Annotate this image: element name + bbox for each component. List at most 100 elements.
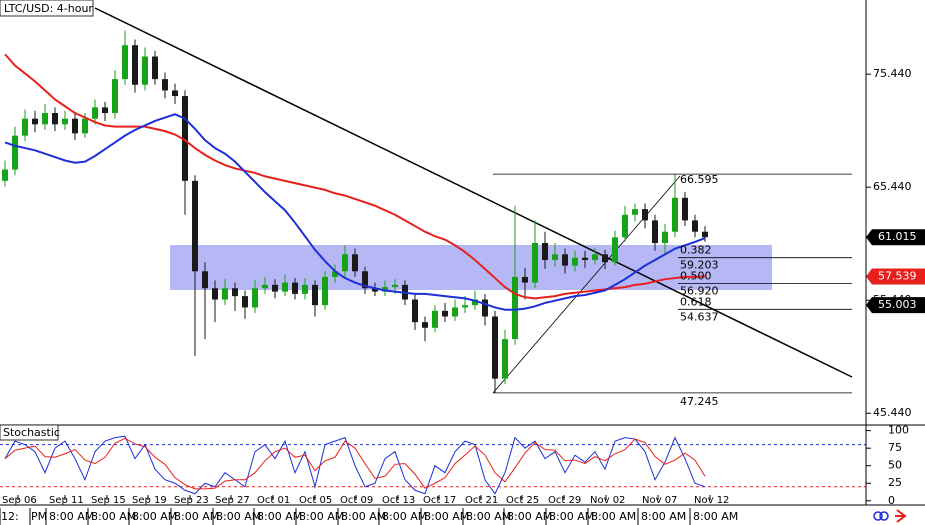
stoch-tick-label: 25 (888, 476, 902, 489)
candle-body (432, 310, 438, 328)
candle-body (112, 79, 118, 114)
date-label: Oct 17 (423, 495, 456, 506)
fib-price-label: 59.203 (680, 259, 719, 272)
date-label: Oct 29 (548, 495, 581, 506)
y-tick-label: 75.440 (873, 67, 912, 80)
candle-body (142, 56, 148, 85)
time-label: 8:00 AM (466, 510, 511, 523)
time-label: 8:00 AM (507, 510, 552, 523)
date-label: Nov 12 (694, 495, 729, 506)
fib-diagonal (492, 175, 681, 394)
candle-body (72, 118, 78, 134)
time-label: 8:00 AM (641, 510, 686, 523)
support-zone (170, 245, 772, 290)
candle-body (122, 45, 128, 80)
date-label: Oct 21 (465, 495, 498, 506)
price-tag (866, 229, 925, 246)
candle-body (672, 197, 678, 232)
price-tag-label: 61.015 (878, 230, 917, 243)
candle-body (472, 299, 478, 306)
candle-body (222, 288, 228, 300)
date-label: Oct 25 (506, 495, 539, 506)
candle-body (42, 113, 48, 125)
link-icon[interactable] (873, 511, 883, 521)
y-tick-label: 45.440 (873, 406, 912, 419)
candle-body (322, 276, 328, 306)
candle-body (442, 310, 448, 317)
date-label: Sep 11 (49, 495, 84, 506)
trendline (94, 7, 853, 378)
candle-body (702, 231, 708, 238)
date-label: Nov 07 (642, 495, 677, 506)
time-label: 8:00 AM (174, 510, 219, 523)
candle-body (662, 231, 668, 244)
candle-body (652, 220, 658, 244)
time-label: 8:00 AM (257, 510, 302, 523)
candle-body (272, 284, 278, 292)
candle-body (422, 322, 428, 328)
candle-body (312, 284, 318, 306)
candle-body (52, 113, 58, 125)
candle-body (692, 220, 698, 232)
candle-body (502, 339, 508, 379)
candle-body (232, 288, 238, 297)
arrow-icon[interactable] (895, 509, 907, 523)
candle-body (62, 118, 68, 125)
candle-body (172, 90, 178, 97)
title-box (0, 0, 94, 17)
candle-body (332, 271, 338, 277)
candle-body (532, 243, 538, 283)
date-label: Sep 23 (174, 495, 209, 506)
candle-body (682, 197, 688, 221)
candle-body (392, 284, 398, 288)
candle-body (462, 305, 468, 308)
candle-body (32, 118, 38, 125)
candle-body (552, 254, 558, 260)
candle-body (162, 79, 168, 91)
time-label: 8:00 AM (591, 510, 636, 523)
time-label: 8:00 AM (424, 510, 469, 523)
candle-body (522, 276, 528, 283)
plot: 75.44065.44055.44045.44066.59559.2030.38… (0, 30, 925, 525)
fib-price-label: 54.637 (680, 310, 719, 323)
moving-average (4, 113, 706, 311)
moving-average (4, 53, 706, 300)
time-label: 8:00 AM (299, 510, 344, 523)
toolbar-icons[interactable] (873, 509, 907, 523)
candle-body (252, 288, 258, 308)
price-tag (866, 268, 925, 285)
candle-body (282, 282, 288, 292)
date-label: Sep 06 (2, 495, 37, 506)
candle-body (542, 243, 548, 260)
date-label: Oct 01 (257, 495, 290, 506)
candle-body (382, 287, 388, 292)
candle-body (572, 257, 578, 266)
fib-ratio-label: 0.382 (680, 244, 712, 257)
time-label: 8:00 AM (693, 510, 738, 523)
candle-body (452, 307, 458, 317)
candle-body (102, 107, 108, 114)
time-label: 8:00 AM (382, 510, 427, 523)
stoch-title-box (0, 424, 59, 441)
link-icon[interactable] (879, 511, 889, 521)
candle-body (132, 45, 138, 85)
candle-body (182, 96, 188, 181)
stoch-title: Stochastic (3, 426, 60, 439)
date-label: Sep 27 (215, 495, 250, 506)
candle-body (342, 254, 348, 272)
stoch-tick-label: 100 (888, 424, 909, 437)
candle-body (202, 271, 208, 289)
candle-body (82, 118, 88, 134)
time-label: 8:00 AM (91, 510, 136, 523)
time-label: PM (31, 510, 47, 523)
candle-body (482, 299, 488, 317)
candle-body (92, 107, 98, 119)
candle-body (372, 288, 378, 292)
stoch-tick-label: 75 (888, 441, 902, 454)
stoch-tick-label: 50 (888, 459, 902, 472)
fib-price-label: 47.245 (680, 395, 719, 408)
candle-body (412, 299, 418, 323)
date-label: Oct 05 (299, 495, 332, 506)
y-tick-label: 65.440 (873, 180, 912, 193)
candle-body (612, 237, 618, 263)
